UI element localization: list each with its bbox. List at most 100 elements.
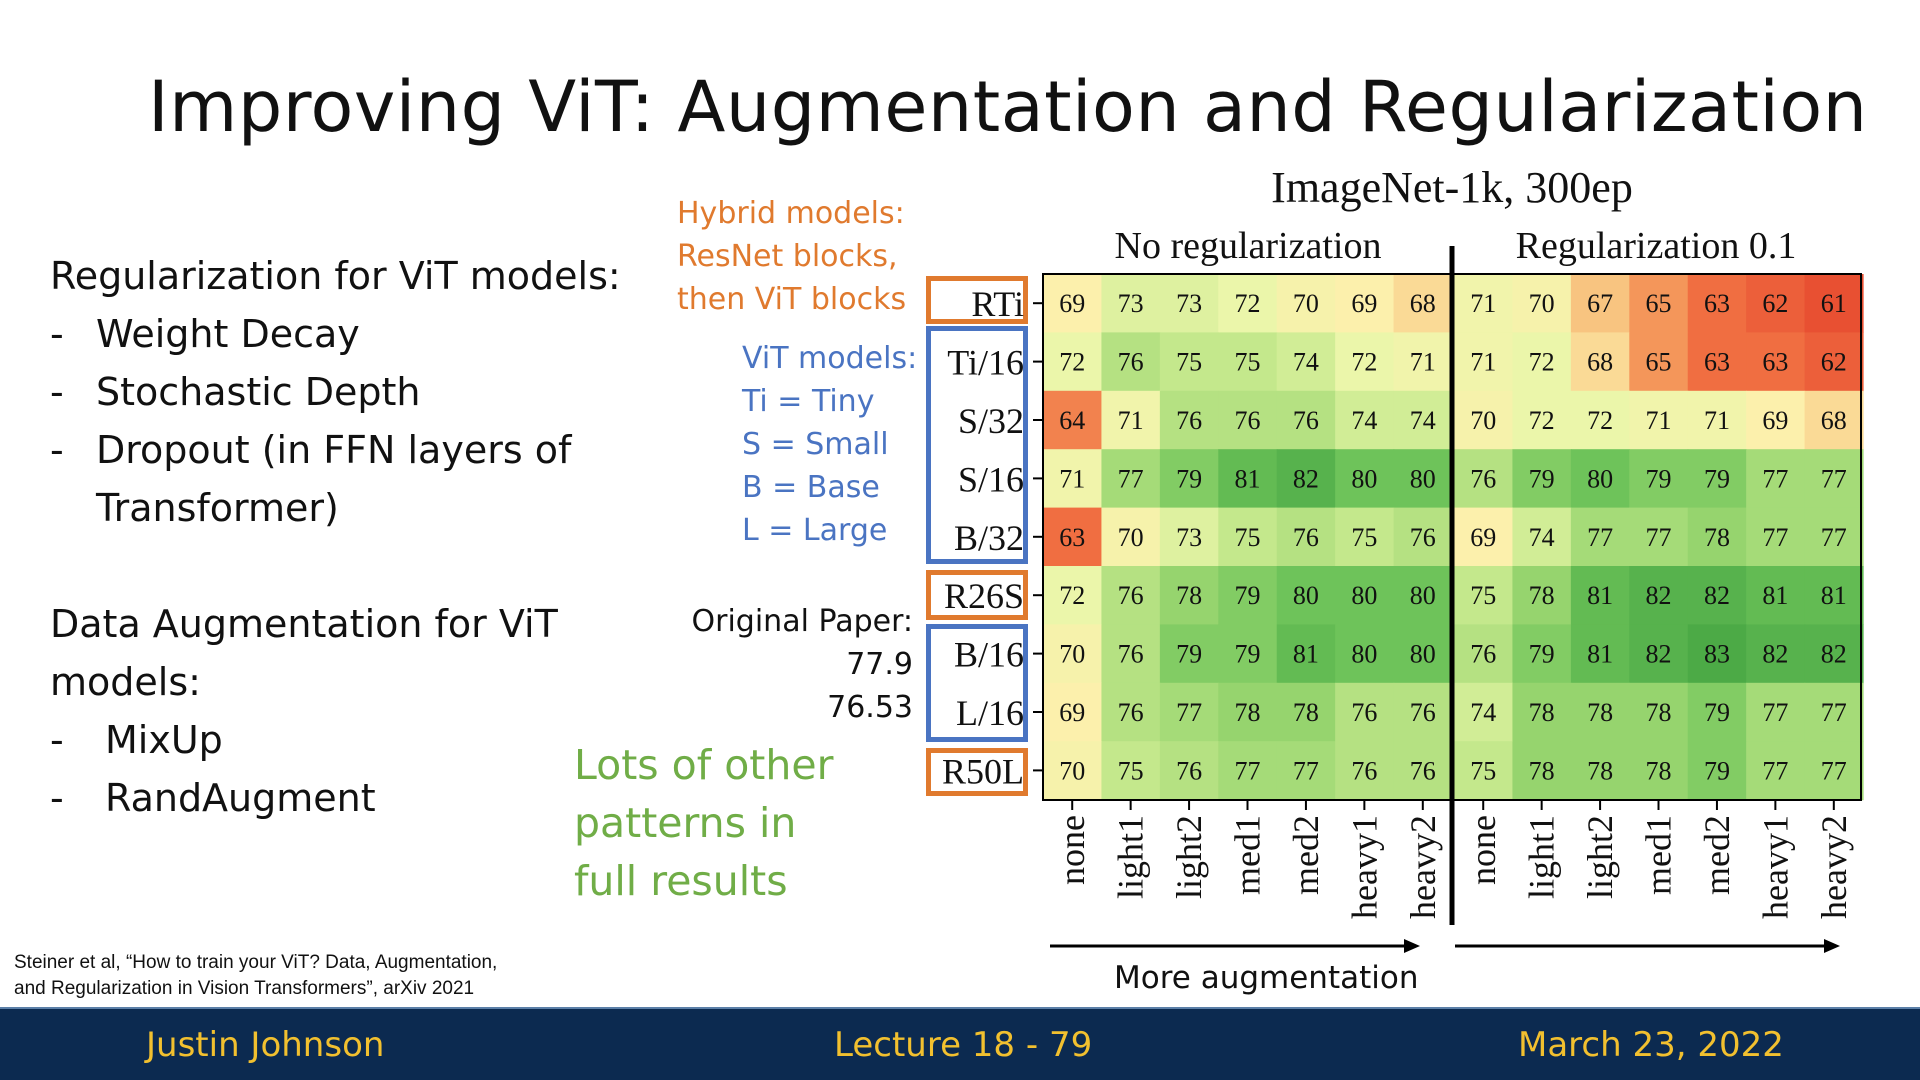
heatmap-cell	[1804, 507, 1864, 567]
cell-value-label: 73	[1118, 289, 1144, 318]
cell-value-label: 81	[1587, 640, 1613, 669]
cell-value-label: 81	[1587, 581, 1613, 610]
cell-value-label: 79	[1235, 640, 1261, 669]
heatmap-cell	[1629, 449, 1689, 509]
heatmap-cell	[1746, 332, 1806, 392]
heatmap-cell	[1687, 624, 1747, 684]
heatmap-cell	[1335, 274, 1395, 333]
column-labels: none light1 light2 med1 med2 heavy1 heavy2 none…	[1052, 800, 1854, 919]
heatmap-cell	[1393, 332, 1453, 392]
list-item: - Stochastic Depth	[50, 363, 621, 421]
cell-value-label: 77	[1587, 523, 1613, 552]
heatmap-cell	[1393, 682, 1453, 742]
cell-value-label: 77	[1821, 756, 1847, 785]
cell-value-label: 71	[1470, 348, 1496, 377]
cell-value-label: 82	[1646, 581, 1672, 610]
cell-value-label: 71	[1059, 464, 1085, 493]
heatmap-cell	[1335, 682, 1395, 742]
heatmap-cell	[1159, 274, 1219, 333]
heatmap-cell	[1218, 449, 1278, 509]
cell-value-label: 77	[1821, 464, 1847, 493]
heatmap-cell	[1512, 624, 1572, 684]
heatmap-cell	[1159, 566, 1219, 625]
cell-value-label: 75	[1351, 523, 1377, 552]
cell-value-label: 79	[1704, 464, 1730, 493]
heatmap-cell	[1687, 274, 1747, 333]
green-note-line: patterns in	[574, 799, 797, 847]
heatmap-cell	[1454, 507, 1514, 567]
cell-value-label: 78	[1293, 698, 1319, 727]
cell-value-label: 75	[1235, 348, 1261, 377]
arrow-head-icon	[1824, 939, 1840, 953]
heatmap-cell	[1687, 449, 1747, 509]
cell-value-label: 82	[1762, 640, 1788, 669]
heatmap-cell	[1101, 682, 1161, 742]
cell-value-label: 71	[1410, 348, 1436, 377]
bullet-dash: -	[50, 776, 64, 820]
cell-value-label: 76	[1118, 581, 1144, 610]
cell-value-label: 77	[1821, 523, 1847, 552]
heatmap-cell	[1335, 566, 1395, 625]
heatmap-cell	[1512, 507, 1572, 567]
cell-value-label: 78	[1529, 756, 1555, 785]
heatmap-cell	[1746, 741, 1806, 801]
cell-value-label: 75	[1235, 523, 1261, 552]
row-label: Ti/16	[947, 343, 1024, 383]
row-label: B/16	[954, 635, 1024, 675]
cell-value-label: 69	[1351, 289, 1377, 318]
cell-value-label: 83	[1704, 640, 1730, 669]
heatmap-cell	[1804, 274, 1864, 333]
heatmap-cell	[1687, 741, 1747, 801]
cell-value-label: 72	[1235, 289, 1261, 318]
other-patterns-note: Lots of other patterns in full results	[574, 736, 833, 910]
cell-value-label: 74	[1293, 348, 1319, 377]
heatmap-cell	[1804, 390, 1864, 450]
cell-value-label: 79	[1235, 581, 1261, 610]
citation: Steiner et al, “How to train your ViT? D…	[14, 950, 497, 1002]
row-label: S/16	[958, 459, 1024, 499]
augmentation-block: Data Augmentation for ViT models: - MixU…	[50, 595, 558, 827]
heatmap-cell	[1629, 741, 1689, 801]
bullet-dash: -	[50, 370, 64, 414]
heatmap-cell	[1159, 624, 1219, 684]
original-paper-label: Original Paper:	[691, 604, 913, 639]
heatmap-cell	[1570, 332, 1630, 392]
heatmap-cell	[1687, 332, 1747, 392]
heatmap-cell	[1746, 682, 1806, 742]
vit-models-note: ViT models: Ti = Tiny S = Small B = Base…	[742, 337, 917, 552]
hybrid-box-r50l	[926, 748, 1028, 796]
cell-value-label: 70	[1529, 289, 1555, 318]
heatmap-cell	[1629, 507, 1689, 567]
cell-value-label: 76	[1293, 523, 1319, 552]
heatmap-cell	[1570, 741, 1630, 801]
heatmap-cell	[1629, 274, 1689, 333]
heatmap-cell	[1101, 741, 1161, 801]
cell-value-label: 72	[1059, 348, 1085, 377]
cell-value-label: 80	[1410, 581, 1436, 610]
heatmap-cell	[1454, 332, 1514, 392]
heatmap-cell	[1454, 390, 1514, 450]
cell-value-label: 80	[1587, 464, 1613, 493]
cell-value-label: 74	[1410, 406, 1436, 435]
column-label: heavy1	[1755, 815, 1795, 919]
heatmap-cell	[1629, 566, 1689, 625]
cell-value-label: 79	[1704, 756, 1730, 785]
bullet-dash: -	[50, 718, 64, 762]
cell-value-label: 71	[1470, 289, 1496, 318]
heatmap-cell	[1218, 566, 1278, 625]
heatmap-cell	[1746, 390, 1806, 450]
cell-value-label: 78	[1646, 698, 1672, 727]
heatmap-cell	[1454, 566, 1514, 625]
heatmap-cell	[1276, 624, 1336, 684]
cell-value-label: 71	[1646, 406, 1672, 435]
reg-item-dropout-cont: Transformer)	[96, 486, 339, 530]
cell-value-label: 71	[1118, 406, 1144, 435]
heatmap-cell	[1218, 507, 1278, 567]
heatmap-cell	[1335, 741, 1395, 801]
heatmap-cell	[1454, 624, 1514, 684]
cell-value-label: 72	[1529, 348, 1555, 377]
cell-value-label: 77	[1176, 698, 1202, 727]
cell-value-label: 75	[1118, 756, 1144, 785]
heatmap-cell	[1276, 566, 1336, 625]
heatmap-cell	[1746, 624, 1806, 684]
